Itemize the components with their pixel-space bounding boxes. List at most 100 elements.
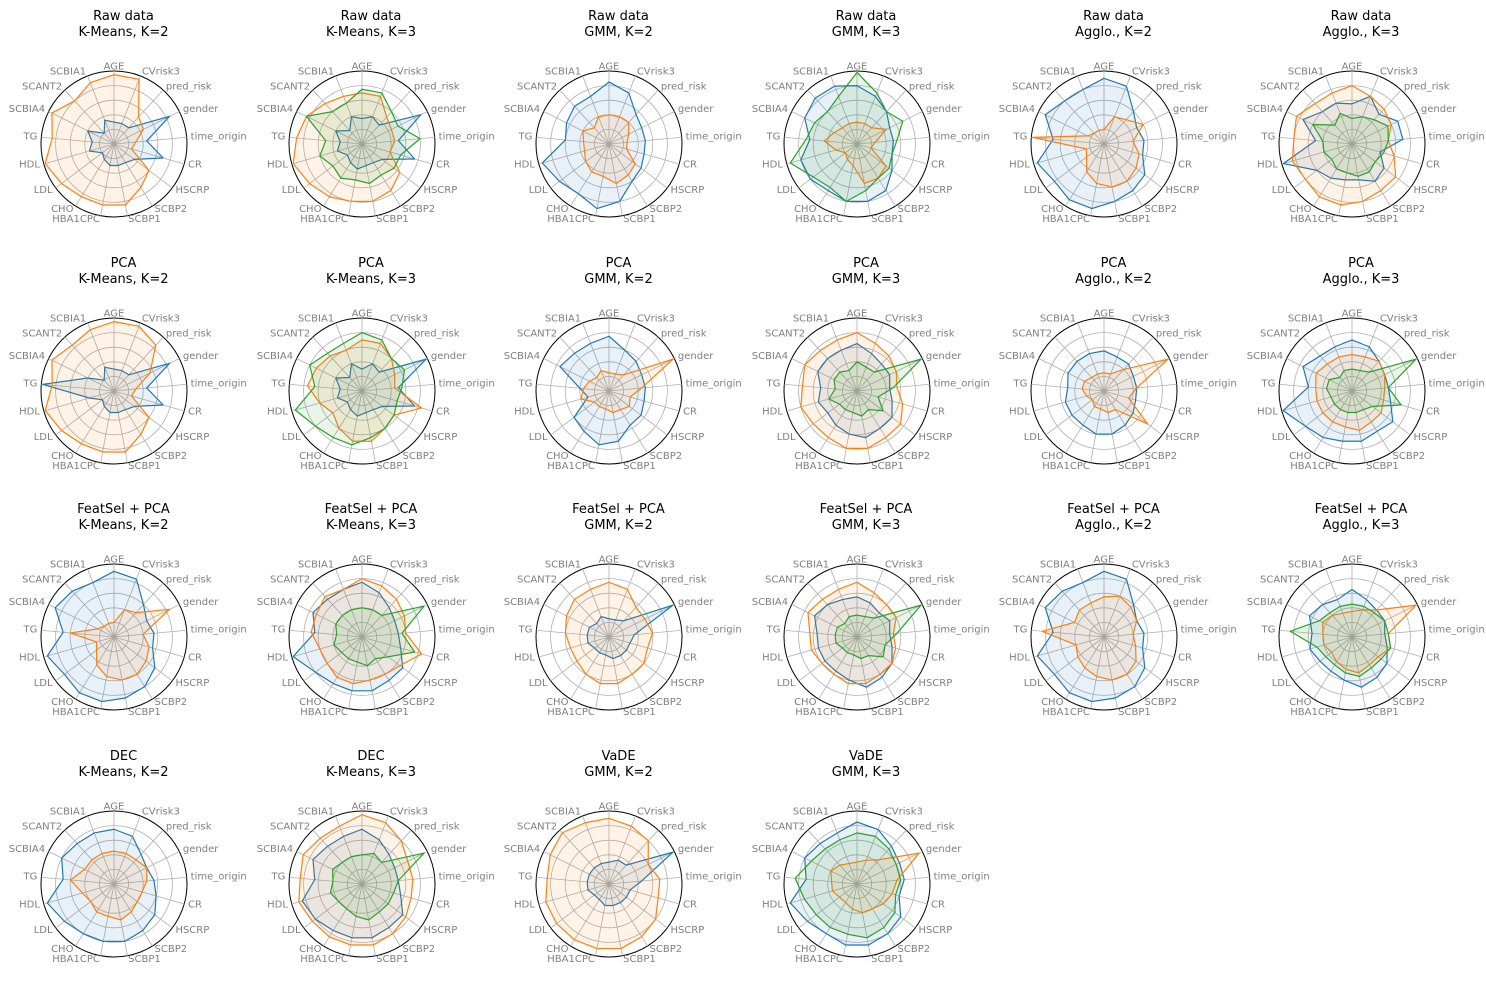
axis-label: SCBP2 (1145, 450, 1178, 461)
radar-panel: PCA Agglo., K=3 AGE CVrisk3 pred_risk gender t… (1238, 247, 1485, 494)
series-polygon-2 (564, 581, 654, 685)
grid-spoke (291, 883, 362, 904)
axis-label: gender (678, 351, 714, 362)
axis-label: pred_risk (166, 575, 212, 586)
axis-label: time_origin (686, 624, 742, 635)
axis-label: SCBIA1 (1287, 67, 1323, 78)
axis-label: HSCRP (918, 924, 952, 935)
axis-label: HBA1CPC (1042, 214, 1090, 225)
grid-spoke (113, 390, 153, 453)
grid-spoke (790, 357, 857, 391)
grid-spoke (538, 883, 610, 904)
grid-spoke (608, 815, 636, 884)
grid-spoke (817, 143, 857, 207)
axis-label: SCBP2 (402, 450, 435, 461)
axis-label: TG (270, 131, 285, 142)
axis-label: SCBIA1 (297, 806, 333, 817)
grid-spoke (1103, 136, 1177, 145)
grid-spoke (322, 390, 362, 453)
axis-label: SCBP1 (128, 461, 161, 472)
axis-label: AGE (1094, 62, 1115, 73)
panel-title-line: K-Means, K=3 (326, 271, 416, 287)
panel-title-line: K-Means, K=2 (78, 25, 169, 40)
panel-title-line: FeatSel + PCA (1067, 502, 1160, 517)
axis-label: CVrisk3 (389, 560, 427, 571)
grid-spoke (842, 143, 857, 216)
grid-spoke (608, 75, 636, 145)
grid-spoke (559, 582, 610, 638)
grid-spoke (113, 143, 185, 165)
axis-label: CHO (51, 204, 74, 215)
grid-spoke (113, 390, 185, 411)
grid-spoke (1033, 636, 1105, 658)
axis-label: SCBP2 (897, 697, 930, 708)
axis-label: SCBIA1 (545, 313, 581, 324)
grid-spoke (1324, 568, 1352, 638)
grid-spoke (100, 390, 115, 463)
axis-label: time_origin (1181, 131, 1237, 142)
axis-label: CR (188, 406, 202, 417)
grid-spoke (1038, 357, 1105, 391)
grid-spoke (113, 390, 173, 435)
axis-label: TG (22, 131, 37, 142)
grid-spoke (595, 883, 610, 956)
series-polygon-3 (794, 831, 901, 938)
axis-label: time_origin (1181, 624, 1237, 635)
axis-label: SCBIA4 (751, 597, 787, 608)
axis-label: HBA1CPC (52, 707, 100, 718)
grid-spoke (550, 883, 610, 928)
grid-spoke (1038, 111, 1105, 145)
grid-spoke (608, 568, 636, 638)
axis-label: AGE (1094, 308, 1115, 319)
panel-title: Raw data Agglo., K=3 (1238, 9, 1485, 41)
axis-label: CVrisk3 (884, 313, 922, 324)
axis-label: HDL (267, 406, 288, 417)
axis-label: SCBIA1 (50, 67, 86, 78)
grid-spoke (113, 336, 164, 391)
grid-spoke (295, 357, 362, 391)
grid-spoke (361, 390, 376, 463)
axis-label: AGE (104, 555, 125, 566)
axis-label: AGE (351, 308, 372, 319)
panel-title-line: PCA (605, 255, 632, 271)
grid-spoke (570, 390, 610, 453)
grid-spoke (41, 876, 115, 884)
grid-spoke (856, 876, 930, 884)
grid-spoke (543, 850, 610, 884)
panel-title-line: PCA (853, 255, 879, 271)
panel-title-line: VaDE (601, 748, 636, 764)
axis-label: SCBIA4 (751, 844, 787, 855)
axis-label: CVrisk3 (884, 560, 922, 571)
grid-spoke (608, 322, 636, 391)
axis-label: SCBP1 (376, 707, 409, 718)
panel-title-line: PCA (1348, 255, 1374, 271)
axis-label: time_origin (933, 378, 989, 389)
axis-label: SCBIA1 (50, 560, 86, 571)
grid-spoke (1302, 89, 1352, 145)
grid-spoke (608, 636, 623, 709)
grid-spoke (608, 850, 675, 884)
axis-label: SCBP2 (650, 697, 683, 708)
grid-spoke (1103, 390, 1143, 453)
grid-spoke (570, 636, 610, 700)
grid-spoke (608, 336, 659, 391)
axis-label: HDL (762, 160, 783, 171)
grid-spoke (543, 357, 610, 391)
grid-spoke (291, 636, 362, 658)
grid-spoke (322, 143, 362, 207)
grid-spoke (1351, 143, 1391, 207)
panel-title-line: PCA (110, 255, 137, 271)
radar-panel: Raw data GMM, K=2 AGE CVrisk3 pred_risk gende… (495, 0, 742, 247)
grid-spoke (64, 336, 115, 391)
series-polygon-1 (334, 114, 421, 170)
axis-label: HSCRP (1413, 431, 1447, 442)
axis-label: HBA1CPC (547, 214, 595, 225)
grid-spoke (312, 89, 362, 145)
panel-title: Raw data GMM, K=3 (743, 9, 990, 41)
axis-label: time_origin (1181, 378, 1237, 389)
grid-spoke (550, 390, 610, 435)
axis-label: HBA1CPC (795, 954, 843, 965)
grid-spoke (582, 815, 610, 884)
axis-label: TG (765, 871, 780, 882)
